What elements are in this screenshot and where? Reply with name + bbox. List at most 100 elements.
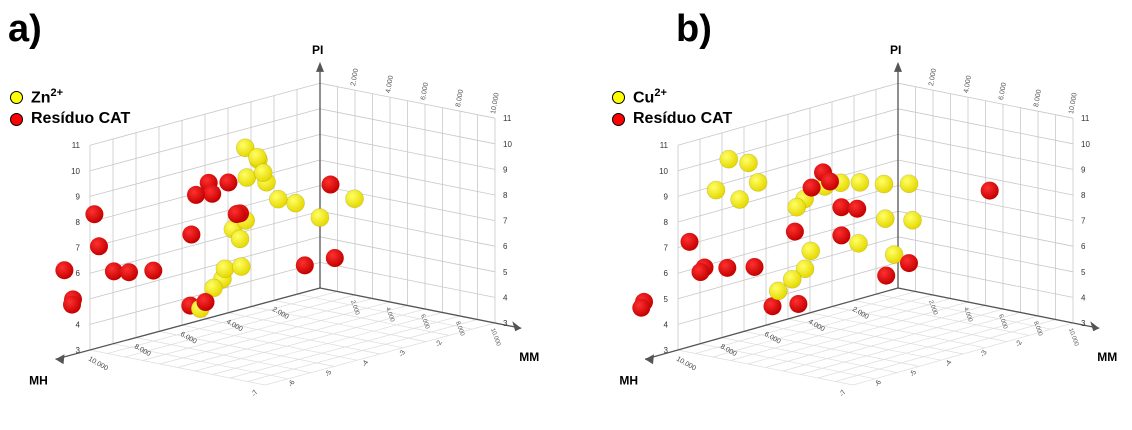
ion-point bbox=[849, 234, 868, 253]
grid-line bbox=[699, 343, 876, 380]
mh-tick-label: 4.000 bbox=[225, 318, 244, 333]
pi-tick-label: 8 bbox=[76, 218, 81, 227]
residue-point bbox=[104, 262, 123, 281]
grid-line bbox=[852, 322, 1074, 386]
grid-line bbox=[89, 349, 266, 386]
grid-line bbox=[229, 315, 461, 379]
grid-line bbox=[817, 315, 1039, 379]
pi-tick-label: 9 bbox=[76, 192, 81, 201]
mh-tick-label: 10.000 bbox=[675, 356, 697, 373]
ion-point bbox=[739, 153, 758, 173]
legend-swatch-yellow-icon bbox=[612, 90, 625, 104]
residue-point bbox=[680, 232, 699, 251]
grid-line bbox=[212, 312, 443, 375]
legend-item-residue-b: Resíduo CAT bbox=[612, 108, 732, 130]
pi-tick-label: 11 bbox=[503, 114, 512, 123]
mm-axis-label: MM bbox=[519, 350, 539, 364]
mm-top-tick-label: 8.000 bbox=[1033, 89, 1043, 108]
mm-top-tick-label: 6.000 bbox=[998, 82, 1008, 101]
residue-point bbox=[219, 173, 238, 192]
mm-tick-label: 4.000 bbox=[962, 307, 973, 324]
legend-b: Cu2+ Resíduo CAT bbox=[612, 86, 732, 130]
residue-point bbox=[144, 261, 163, 280]
ion-point bbox=[850, 173, 870, 192]
tick-labels: 33445566778899101011112.0004.0006.0008.0… bbox=[71, 68, 512, 398]
pi-tick-label: 4 bbox=[664, 320, 669, 329]
residue-point bbox=[900, 254, 918, 273]
mm-tick-label: 10.000 bbox=[1067, 328, 1079, 348]
panel-a: PIMMMH33445566778899101011112.0004.0006.… bbox=[8, 8, 539, 398]
mh-axis-line bbox=[55, 287, 321, 360]
ion-point bbox=[345, 189, 364, 209]
pi-axis-arrow-icon bbox=[316, 61, 324, 72]
ion-point bbox=[215, 259, 235, 279]
residue-point bbox=[802, 178, 821, 197]
legend-ion-label-b: Cu2+ bbox=[633, 86, 667, 107]
mh-tick-label: 10.000 bbox=[87, 356, 109, 373]
side-tick-label: -4 bbox=[944, 359, 953, 368]
pi-tick-label: 9 bbox=[1081, 165, 1086, 174]
panel-label-b: b) bbox=[676, 8, 712, 50]
residue-point bbox=[832, 226, 851, 245]
pi-tick-label: 5 bbox=[503, 268, 508, 277]
legend-swatch-yellow-icon bbox=[10, 90, 23, 104]
pi-tick-label: 7 bbox=[76, 244, 81, 253]
pi-tick-label: 8 bbox=[1081, 191, 1086, 200]
mm-top-tick-label: 10.000 bbox=[490, 92, 501, 114]
side-tick-label: -5 bbox=[324, 369, 333, 378]
pi-tick-label: 4 bbox=[76, 320, 81, 329]
mm-top-tick-label: 10.000 bbox=[1068, 92, 1079, 114]
grid-line bbox=[787, 318, 964, 355]
legend-ion-label-a: Zn2+ bbox=[31, 86, 64, 107]
grid-line bbox=[800, 312, 1021, 375]
legend-residue-label-b: Resíduo CAT bbox=[633, 110, 733, 127]
grid-line bbox=[721, 337, 898, 373]
pi-tick-label: 7 bbox=[664, 244, 669, 253]
legend-swatch-red-icon bbox=[10, 112, 23, 126]
pi-tick-label: 6 bbox=[1081, 242, 1086, 251]
axis-labels: PI MM MH bbox=[29, 43, 539, 387]
axis-labels: PI MM MH bbox=[619, 43, 1117, 387]
pi-tick-label: 11 bbox=[1081, 114, 1090, 123]
pi-tick-label: 8 bbox=[503, 191, 508, 200]
pi-tick-label: 6 bbox=[76, 269, 81, 278]
ion-point bbox=[237, 168, 257, 187]
ion-point bbox=[268, 189, 288, 209]
side-tick-label: -2 bbox=[1015, 339, 1024, 348]
pi-tick-label: 10 bbox=[1081, 140, 1090, 149]
mh-axis-label: MH bbox=[29, 373, 48, 387]
ion-point bbox=[235, 138, 255, 158]
ion-point bbox=[748, 173, 768, 192]
residue-point bbox=[85, 205, 104, 224]
pi-tick-label: 6 bbox=[664, 269, 669, 278]
ion-point bbox=[730, 190, 749, 209]
side-tick-label: -6 bbox=[287, 379, 296, 388]
side-tick-label: -7 bbox=[839, 389, 848, 398]
side-tick-label: -3 bbox=[979, 349, 988, 358]
legend-item-residue-a: Resíduo CAT bbox=[10, 108, 130, 130]
residue-point bbox=[691, 263, 710, 282]
mm-axis-arrow-icon bbox=[1090, 321, 1100, 332]
data-points bbox=[55, 138, 364, 318]
pi-tick-label: 4 bbox=[503, 293, 508, 302]
pi-tick-label: 10 bbox=[659, 167, 668, 176]
pi-tick-label: 11 bbox=[660, 141, 669, 150]
grid-lines bbox=[89, 82, 496, 386]
residue-point bbox=[821, 172, 839, 191]
ion-point bbox=[795, 259, 815, 279]
ion-point bbox=[253, 163, 273, 183]
side-tick-label: -4 bbox=[361, 359, 370, 368]
pi-axis-label: PI bbox=[890, 43, 901, 57]
mm-top-tick-label: 2.000 bbox=[928, 68, 938, 87]
mm-axis-line bbox=[897, 287, 1100, 329]
grid-line bbox=[112, 343, 289, 380]
residue-point bbox=[632, 298, 651, 317]
ion-point bbox=[719, 149, 739, 169]
side-tick-label: -2 bbox=[435, 339, 444, 348]
pi-tick-label: 8 bbox=[664, 218, 669, 227]
residue-point bbox=[745, 257, 764, 276]
mm-tick-label: 10.000 bbox=[489, 328, 501, 348]
pi-tick-label: 9 bbox=[664, 192, 669, 201]
pi-tick-label: 5 bbox=[664, 295, 669, 304]
residue-point bbox=[55, 261, 74, 280]
